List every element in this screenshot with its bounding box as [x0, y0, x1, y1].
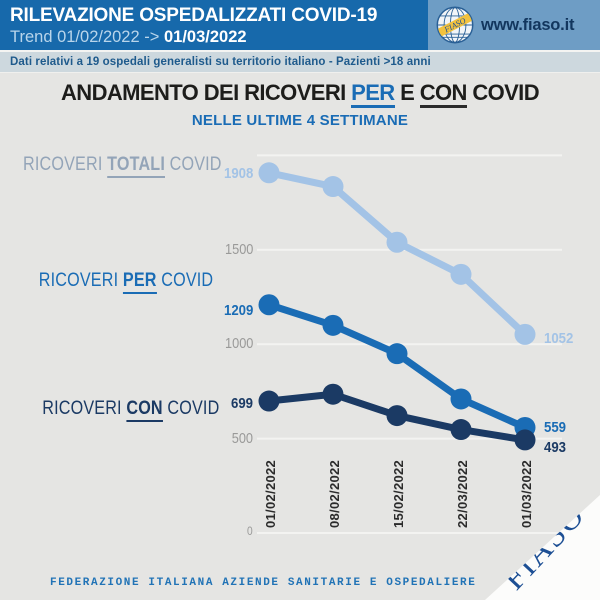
website-box: FIASO www.fiaso.it — [428, 0, 600, 50]
data-point — [514, 429, 536, 451]
x-axis-label: 08/02/2022 — [327, 459, 342, 528]
trend-range: Trend 01/02/2022 -> 01/03/2022 — [10, 28, 428, 47]
title-segment: ANDAMENTO DEI RICOVERI — [61, 80, 346, 105]
header-bar: RILEVAZIONE OSPEDALIZZATI COVID-19 Trend… — [0, 0, 600, 52]
series-label-con: RICOVERI CON COVID — [41, 398, 219, 422]
series-label-suffix: COVID — [160, 270, 213, 291]
subheader-text: Dati relativi a 19 ospedali generalisti … — [10, 56, 431, 68]
report-title: RILEVAZIONE OSPEDALIZZATI COVID-19 — [10, 5, 378, 26]
main-title: ANDAMENTO DEI RICOVERI PER E CON COVID — [0, 80, 600, 108]
subtitle: NELLE ULTIME 4 SETTIMANE — [191, 112, 409, 129]
data-point — [450, 263, 472, 285]
series-label-prefix: RICOVERI — [38, 270, 118, 291]
data-point-label: 493 — [544, 438, 567, 456]
data-point-label: 1209 — [223, 301, 253, 319]
series-label-prefix: RICOVERI — [23, 154, 103, 175]
trend-prefix: Trend 01/02/2022 -> — [10, 28, 164, 46]
data-point-label: 559 — [544, 419, 567, 437]
con-keyword: CON — [419, 80, 467, 108]
data-point — [386, 405, 408, 427]
data-point — [322, 383, 344, 405]
data-point — [450, 388, 472, 410]
title-block: ANDAMENTO DEI RICOVERI PER E CON COVID N… — [0, 80, 600, 129]
series-label-keyword: PER — [122, 270, 157, 294]
x-axis-label: 01/02/2022 — [263, 459, 278, 528]
per-keyword: PER — [351, 80, 395, 108]
series-label-suffix: COVID — [166, 398, 219, 419]
title-segment: COVID — [472, 80, 539, 105]
data-point — [450, 419, 472, 441]
data-point-label: 1908 — [223, 164, 253, 182]
series-label-totali: RICOVERI TOTALI COVID — [23, 154, 222, 178]
x-axis-label: 22/03/2022 — [455, 459, 470, 528]
fiaso-globe-logo: FIASO — [435, 6, 475, 44]
data-point — [258, 294, 280, 316]
data-point-label: 699 — [230, 395, 253, 413]
series-label-keyword: CON — [125, 398, 163, 422]
title-segment: E — [400, 80, 415, 105]
x-axis-label: 01/03/2022 — [519, 459, 534, 528]
y-axis-label: 500 — [231, 429, 253, 447]
trend-end-date: 01/03/2022 — [163, 28, 247, 46]
data-point-label: 1052 — [544, 330, 574, 348]
y-axis-label: 0 — [247, 524, 253, 538]
data-point — [386, 343, 408, 365]
y-axis-label: 1500 — [224, 240, 253, 258]
footer-org-name: FEDERAZIONE ITALIANA AZIENDE SANITARIE E… — [50, 577, 477, 589]
header-text-block: RILEVAZIONE OSPEDALIZZATI COVID-19 Trend… — [0, 0, 428, 50]
data-point — [386, 231, 408, 253]
series-label-suffix: COVID — [169, 154, 222, 175]
data-point — [258, 390, 280, 412]
data-point — [258, 162, 280, 184]
y-axis-label: 1000 — [224, 335, 253, 353]
series-line-1 — [265, 169, 529, 338]
subheader-bar: Dati relativi a 19 ospedali generalisti … — [0, 52, 600, 73]
series-label-keyword: TOTALI — [107, 154, 166, 178]
series-label-per: RICOVERI PER COVID — [38, 270, 213, 294]
series-label-prefix: RICOVERI — [41, 398, 122, 419]
website-link[interactable]: www.fiaso.it — [481, 15, 575, 34]
data-point — [322, 314, 344, 336]
data-point — [322, 176, 344, 198]
data-point — [514, 323, 536, 345]
x-axis-label: 15/02/2022 — [391, 459, 406, 528]
